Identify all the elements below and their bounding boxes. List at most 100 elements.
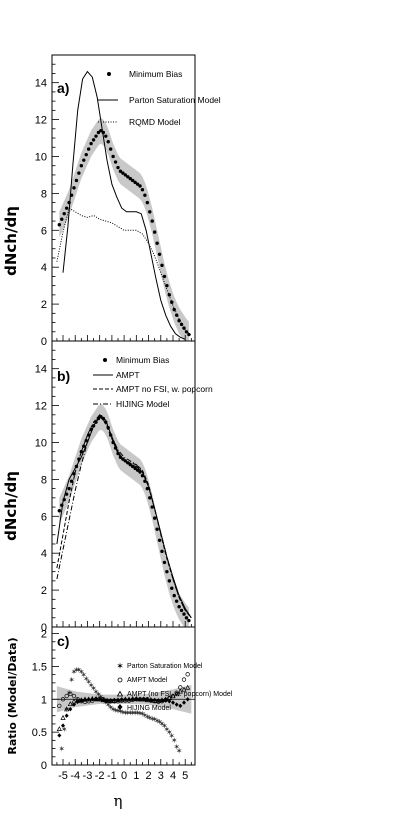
ratio-point-hijing (138, 697, 142, 702)
ratio-point-hijing (94, 697, 98, 702)
ratio-point-parton-saturation: ✶ (139, 710, 146, 719)
data-point-minimum-bias (91, 424, 96, 428)
ratio-point-hijing (178, 703, 183, 709)
ratio-point-parton-saturation: ✶ (142, 711, 149, 720)
x-tick-label: 5 (182, 770, 188, 782)
data-point-minimum-bias (150, 505, 154, 509)
data-point-minimum-bias (84, 152, 88, 157)
ratio-point-parton-saturation: ✶ (68, 676, 75, 685)
data-point-minimum-bias (77, 171, 81, 175)
data-point-minimum-bias (160, 263, 164, 268)
data-point-minimum-bias (69, 193, 74, 197)
ratio-point-hijing (156, 698, 161, 703)
data-point-minimum-bias (60, 503, 64, 507)
ratio-point-hijing (72, 702, 76, 707)
data-point-minimum-bias (104, 420, 108, 424)
data-point-minimum-bias (82, 158, 86, 162)
data-point-minimum-bias (99, 128, 103, 133)
ratio-point-parton-saturation: ✶ (159, 720, 166, 729)
ratio-point-hijing (163, 698, 168, 703)
legend-label-hijing-c: HIJING Model (127, 705, 171, 712)
ratio-point-hijing (119, 697, 124, 702)
panel-c-ratio-points: ✶✶✶✶✶✶✶✶✶✶✶✶✶✶✶✶✶✶✶✶✶✶✶✶✶✶✶✶✶✶✶✶✶✶✶✶✶✶✶✶… (56, 666, 191, 756)
data-point-minimum-bias (140, 473, 145, 478)
y-tick-label: 0 (41, 760, 47, 772)
data-point-minimum-bias (118, 169, 123, 173)
data-point-minimum-bias (74, 464, 79, 469)
legend-marker-minimum-bias (107, 72, 111, 76)
ratio-point-hijing (75, 699, 80, 705)
ratio-point-parton-saturation: ✶ (95, 690, 102, 699)
ratio-point-hijing (127, 697, 131, 702)
ratio-point-hijing (79, 698, 84, 703)
data-point-minimum-bias (135, 182, 140, 186)
data-point-minimum-bias (184, 330, 189, 334)
data-point-minimum-bias (86, 433, 91, 437)
ratio-point-hijing (167, 699, 172, 704)
data-point-minimum-bias (106, 140, 110, 144)
ratio-point-hijing (116, 697, 120, 703)
data-point-minimum-bias (170, 300, 174, 304)
series-line-parton-saturation-model (62, 70, 186, 340)
ratio-point-parton-saturation: ✶ (156, 718, 163, 727)
ratio-point-ampt (60, 697, 66, 702)
panel-a-data-band (59, 117, 189, 342)
panel-a-y-axis-label: dNch/dη (2, 206, 20, 276)
y-tick-label: 1 (41, 694, 47, 706)
ratio-point-parton-saturation: ✶ (80, 670, 87, 679)
data-point-minimum-bias (108, 147, 113, 151)
data-point-minimum-bias (60, 217, 64, 221)
data-point-minimum-bias (121, 457, 125, 461)
panel-a: 0 2 4 6 8 10 12 14 a) Minimum Bias Parton Satur… (2, 54, 221, 348)
data-point-minimum-bias (170, 586, 174, 590)
y-tick-label: 0 (41, 336, 47, 348)
legend-label-ampt-c: AMPT Model (127, 677, 168, 684)
ratio-point-parton-saturation: ✶ (61, 725, 68, 734)
ratio-point-ampt (71, 693, 77, 699)
data-point-minimum-bias (165, 569, 169, 574)
panel-a-data-points (57, 128, 191, 337)
data-point-minimum-bias (182, 612, 186, 616)
ratio-point-ampt (181, 677, 187, 682)
y-tick-label: 1.5 (32, 661, 47, 673)
data-point-minimum-bias (135, 468, 140, 472)
ratio-point-parton-saturation: ✶ (144, 712, 151, 721)
y-tick-label: 2 (41, 629, 47, 641)
data-uncertainty-band (59, 403, 189, 627)
data-point-minimum-bias (152, 230, 157, 234)
ratio-point-ampt-no-fsi (177, 688, 183, 694)
data-point-minimum-bias (138, 470, 142, 474)
data-point-minimum-bias (150, 219, 154, 223)
data-point-minimum-bias (167, 579, 172, 583)
data-point-minimum-bias (62, 211, 66, 216)
ratio-point-ampt-no-fsi (185, 684, 191, 690)
data-point-minimum-bias (62, 497, 66, 502)
data-point-minimum-bias (86, 147, 91, 151)
panel-a-legend: Minimum Bias Parton Saturation Model RQM… (98, 69, 221, 127)
legend-label-minimum-bias: Minimum Bias (129, 69, 182, 79)
ratio-point-parton-saturation: ✶ (151, 715, 158, 724)
data-point-minimum-bias (57, 509, 62, 513)
legend-label-parton-saturation: Parton Saturation Model (129, 95, 221, 105)
data-point-minimum-bias (155, 527, 159, 531)
ratio-point-hijing (108, 698, 113, 703)
ratio-point-hijing (112, 697, 117, 703)
ratio-point-parton-saturation: ✶ (93, 687, 100, 696)
ratio-point-hijing (171, 700, 175, 705)
data-point-minimum-bias (187, 618, 191, 623)
data-point-minimum-bias (57, 223, 62, 227)
ratio-point-parton-saturation: ✶ (66, 689, 73, 698)
data-point-minimum-bias (123, 459, 128, 463)
y-tick-label: 12 (35, 401, 47, 413)
data-point-minimum-bias (77, 457, 81, 461)
data-point-minimum-bias (157, 252, 162, 256)
data-point-minimum-bias (64, 206, 69, 210)
ratio-point-parton-saturation: ✶ (63, 705, 70, 714)
data-point-minimum-bias (167, 293, 172, 297)
data-point-minimum-bias (101, 416, 106, 421)
panel-c-y-ticks: 0 0.5 1 1.5 2 (32, 629, 59, 772)
data-point-minimum-bias (113, 160, 118, 164)
legend-label-rqmd: RQMD Model (129, 117, 181, 127)
y-tick-label: 6 (41, 511, 47, 523)
